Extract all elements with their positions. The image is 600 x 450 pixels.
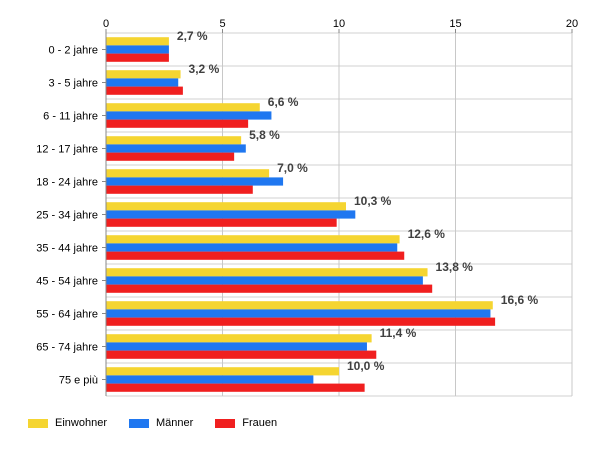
legend-label-einwohner: Einwohner bbox=[55, 417, 107, 429]
legend-label-maenner: Männer bbox=[155, 417, 194, 429]
bar-frauen-0 bbox=[106, 53, 169, 62]
bar-mnner-10 bbox=[106, 375, 314, 384]
legend-item-einwohner: Einwohner bbox=[28, 417, 107, 429]
bar-einwohner-6 bbox=[106, 235, 400, 244]
category-label: 12 - 17 jahre bbox=[36, 144, 98, 156]
x-tick-label: 20 bbox=[566, 18, 578, 30]
category-label: 3 - 5 jahre bbox=[48, 78, 98, 90]
legend-item-frauen: Frauen bbox=[215, 417, 277, 429]
category-label: 35 - 44 jahre bbox=[36, 243, 98, 255]
category-label: 6 - 11 jahre bbox=[43, 111, 98, 123]
data-label: 3,2 % bbox=[189, 62, 220, 76]
data-label: 16,6 % bbox=[501, 293, 539, 307]
data-label: 2,7 % bbox=[177, 29, 208, 43]
bar-frauen-9 bbox=[106, 350, 377, 359]
data-label: 10,3 % bbox=[354, 194, 392, 208]
legend: Einwohner Männer Frauen bbox=[28, 417, 299, 429]
bar-einwohner-2 bbox=[106, 103, 260, 112]
bar-mnner-4 bbox=[106, 177, 284, 186]
bar-frauen-8 bbox=[106, 317, 496, 326]
x-tick-label: 10 bbox=[333, 18, 345, 30]
data-label: 12,6 % bbox=[408, 227, 446, 241]
bar-einwohner-1 bbox=[106, 70, 181, 79]
category-label: 25 - 34 jahre bbox=[36, 210, 98, 222]
data-label: 11,4 % bbox=[380, 326, 417, 340]
bar-mnner-1 bbox=[106, 78, 179, 87]
category-label: 18 - 24 jahre bbox=[36, 177, 98, 189]
data-label: 6,6 % bbox=[268, 95, 299, 109]
bar-mnner-7 bbox=[106, 276, 423, 285]
bar-einwohner-5 bbox=[106, 202, 346, 211]
x-tick-label: 0 bbox=[103, 18, 109, 30]
bar-mnner-8 bbox=[106, 309, 491, 318]
data-label: 10,0 % bbox=[347, 359, 385, 373]
bar-einwohner-0 bbox=[106, 37, 169, 46]
bar-frauen-1 bbox=[106, 86, 183, 95]
bar-frauen-4 bbox=[106, 185, 253, 194]
category-label: 75 e più bbox=[59, 375, 98, 387]
category-label: 55 - 64 jahre bbox=[36, 309, 98, 321]
legend-item-maenner: Männer bbox=[128, 417, 194, 429]
bar-einwohner-10 bbox=[106, 367, 339, 376]
labels: 0 5 10 15 20 0 - 2 jahre 2,7 % 3 - 5 jahre 3,2 %… bbox=[36, 18, 578, 387]
bar-einwohner-4 bbox=[106, 169, 270, 178]
legend-swatch-einwohner bbox=[28, 418, 48, 428]
data-label: 13,8 % bbox=[436, 260, 474, 274]
bar-mnner-9 bbox=[106, 342, 367, 351]
bar-mnner-3 bbox=[106, 144, 246, 153]
legend-swatch-frauen bbox=[215, 418, 236, 428]
bar-einwohner-3 bbox=[106, 136, 242, 145]
category-label: 0 - 2 jahre bbox=[48, 45, 98, 57]
bar-einwohner-8 bbox=[106, 301, 493, 310]
bar-mnner-0 bbox=[106, 45, 169, 54]
x-tick-label: 5 bbox=[219, 18, 225, 30]
bar-frauen-2 bbox=[106, 119, 249, 128]
data-label: 7,0 % bbox=[277, 161, 308, 175]
legend-swatch-maenner bbox=[128, 418, 149, 428]
bar-frauen-5 bbox=[106, 218, 337, 227]
x-tick-label: 15 bbox=[449, 18, 461, 30]
bar-mnner-5 bbox=[106, 210, 356, 219]
category-label: 65 - 74 jahre bbox=[36, 342, 98, 354]
category-label: 45 - 54 jahre bbox=[36, 276, 98, 288]
bars bbox=[106, 37, 496, 392]
bar-einwohner-9 bbox=[106, 334, 372, 343]
bar-frauen-10 bbox=[106, 383, 365, 392]
data-label: 5,8 % bbox=[249, 128, 280, 142]
legend-label-frauen: Frauen bbox=[242, 417, 278, 429]
bar-einwohner-7 bbox=[106, 268, 428, 277]
axes bbox=[102, 29, 573, 396]
bar-mnner-6 bbox=[106, 243, 398, 252]
bar-frauen-7 bbox=[106, 284, 433, 293]
bar-frauen-6 bbox=[106, 251, 405, 260]
bar-frauen-3 bbox=[106, 152, 235, 161]
bar-mnner-2 bbox=[106, 111, 272, 120]
